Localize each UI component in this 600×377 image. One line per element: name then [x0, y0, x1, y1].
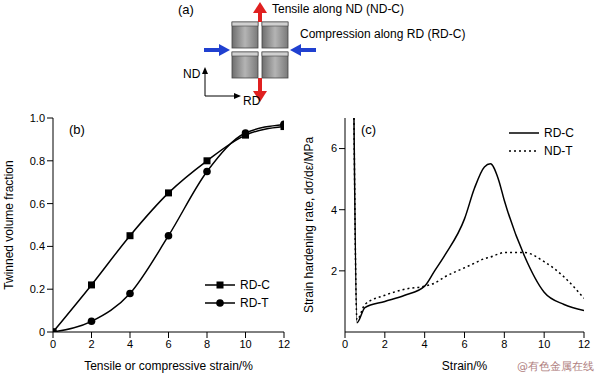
svg-text:6: 6: [461, 338, 467, 350]
svg-text:2: 2: [382, 338, 388, 350]
svg-text:2: 2: [88, 338, 94, 350]
svg-text:12: 12: [578, 338, 590, 350]
svg-text:12: 12: [278, 338, 290, 350]
svg-text:(a): (a): [178, 2, 194, 17]
svg-text:0: 0: [39, 326, 45, 338]
svg-text:Compression along RD (RD-C): Compression along RD (RD-C): [300, 27, 465, 41]
svg-text:Strain/%: Strain/%: [442, 359, 488, 373]
svg-text:RD: RD: [243, 94, 261, 108]
svg-text:4: 4: [127, 338, 133, 350]
svg-text:Strain hardening rate, dσ/dε/M: Strain hardening rate, dσ/dε/MPa: [302, 137, 316, 314]
svg-text:0.8: 0.8: [30, 155, 45, 167]
svg-text:Twinned volume fraction: Twinned volume fraction: [2, 160, 16, 289]
svg-text:Tensile along ND (ND-C): Tensile along ND (ND-C): [272, 2, 404, 16]
svg-text:0.6: 0.6: [30, 198, 45, 210]
svg-text:0: 0: [342, 338, 348, 350]
svg-text:10: 10: [239, 338, 251, 350]
html-text:RD-C: RD-C: [544, 126, 574, 140]
html-text:(c): (c): [361, 122, 377, 137]
svg-text:4: 4: [331, 204, 337, 216]
svg-text:2: 2: [331, 265, 337, 277]
svg-text:ND: ND: [183, 67, 201, 81]
svg-text:1.0: 1.0: [30, 112, 45, 124]
svg-text:4: 4: [422, 338, 428, 350]
svg-text:6: 6: [165, 338, 171, 350]
html-text:ND-T: ND-T: [544, 144, 573, 158]
svg-text:10: 10: [538, 338, 550, 350]
svg-text:0.4: 0.4: [30, 240, 45, 252]
svg-text:8: 8: [204, 338, 210, 350]
svg-text:Tensile or compressive strain/: Tensile or compressive strain/%: [84, 359, 253, 373]
svg-text:0: 0: [50, 338, 56, 350]
html-text:@有色金属在线: @有色金属在线: [517, 360, 594, 373]
html-text:RD-C: RD-C: [240, 278, 270, 292]
svg-text:0.2: 0.2: [30, 283, 45, 295]
svg-text:8: 8: [501, 338, 507, 350]
html-text:(b): (b): [69, 122, 85, 137]
svg-text:6: 6: [331, 142, 337, 154]
html-text:RD-T: RD-T: [240, 296, 269, 310]
